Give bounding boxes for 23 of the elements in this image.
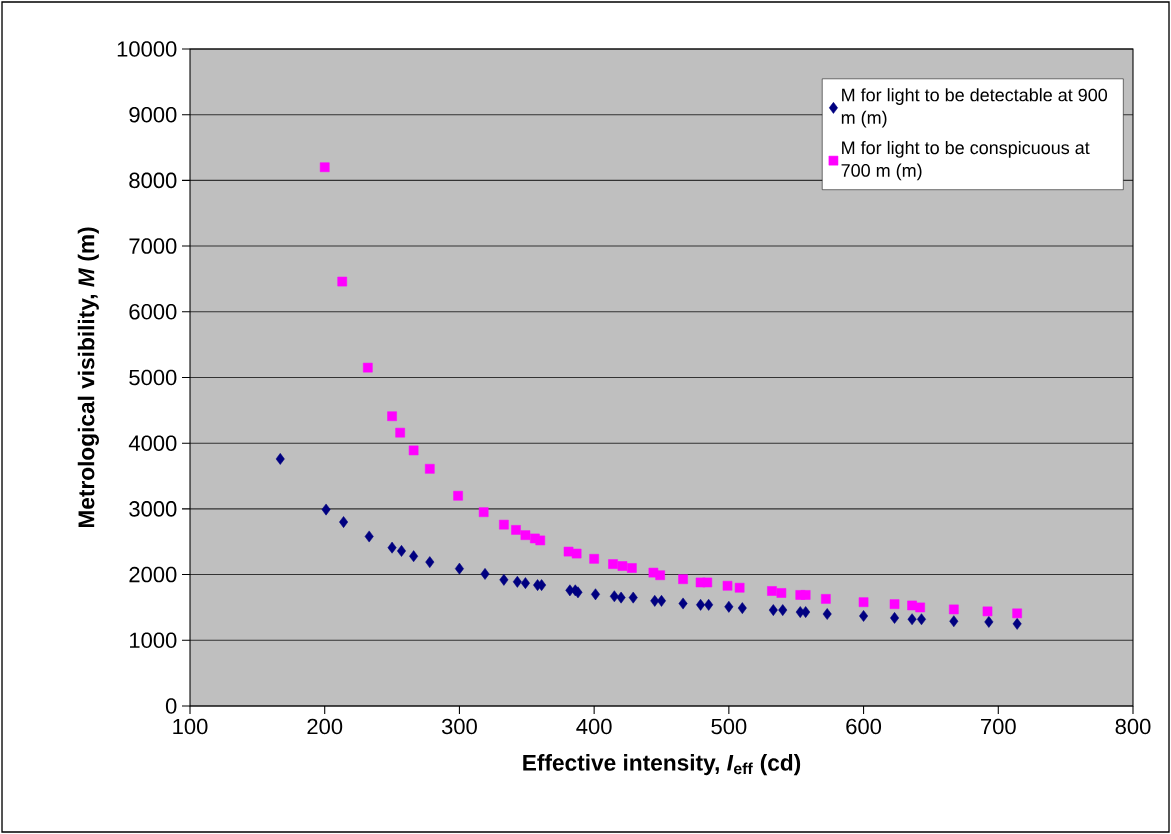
y-axis-title: Metrological visibility, M (m) [77,227,99,528]
legend-label: M for light to be detectable at 900 m (m) [841,88,1108,128]
x-tick-label: 100 [173,718,208,735]
x-tick-label: 200 [307,718,343,735]
y-tick-label: 10000 [117,41,177,57]
x-tick-label: 500 [711,718,747,735]
x-tick-label: 700 [981,718,1016,735]
y-tick-label: 2000 [129,566,177,583]
x-tick-label: 600 [846,718,882,735]
y-tick-label: 6000 [129,303,177,320]
y-tick-label: 4000 [128,435,177,451]
x-axis-title: Effective intensity, I$_{eff}$ (cd) [523,754,801,776]
y-tick-label: 5000 [129,369,177,386]
y-tick-label: 0 [165,698,177,714]
y-tick-label: 1000 [130,632,177,649]
y-tick-label: 9000 [129,106,177,123]
x-tick-label: 800 [1115,718,1151,735]
y-tick-label: 8000 [129,172,177,189]
x-tick-label: 300 [441,718,477,735]
y-tick-label: 3000 [129,501,177,517]
x-tick-label: 400 [576,718,612,735]
y-tick-label: 7000 [129,238,177,254]
legend-label: M for light to be conspicuous at 700 m (m) [841,140,1090,181]
